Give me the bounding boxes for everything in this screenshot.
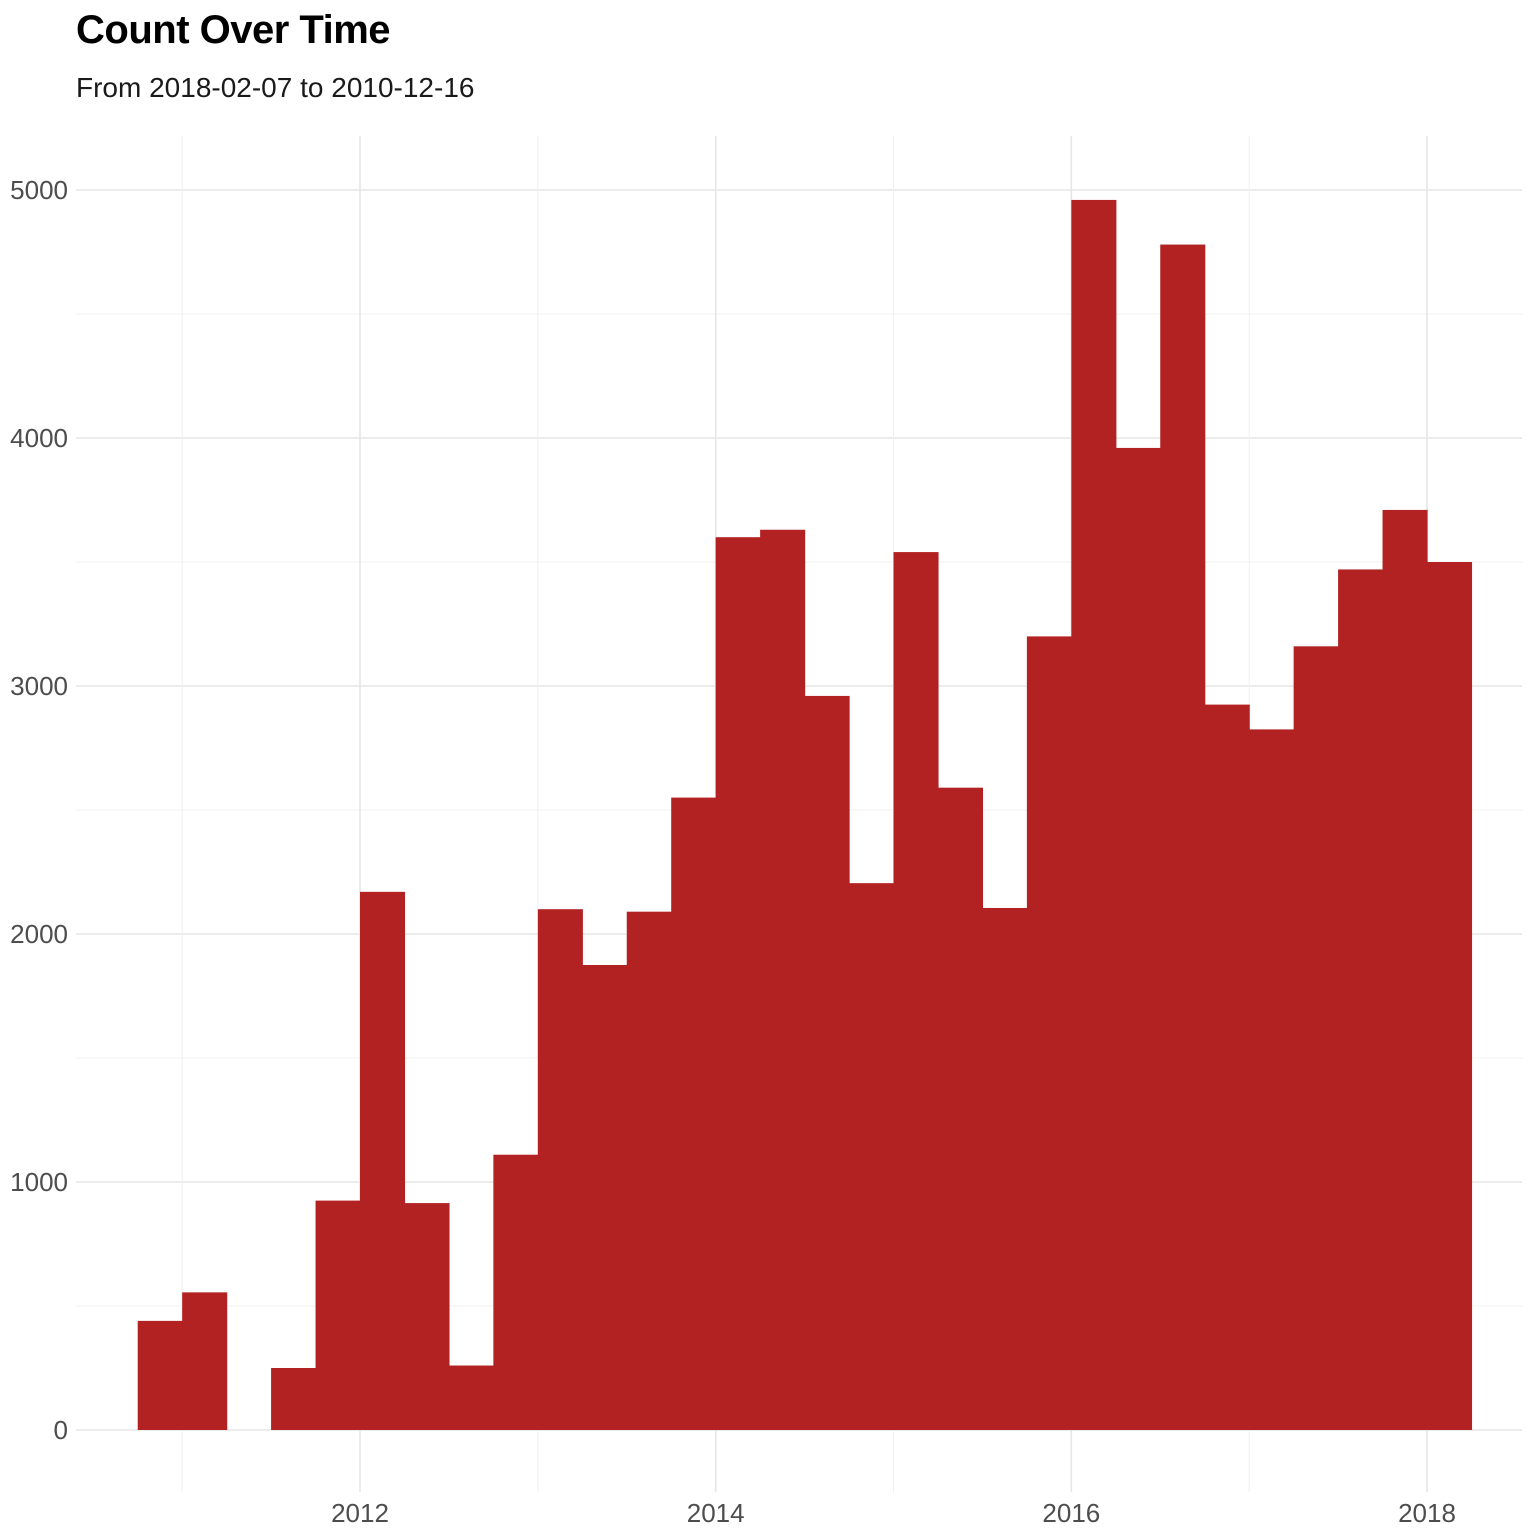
histogram-bar <box>1071 199 1117 1430</box>
histogram-bar <box>137 1320 183 1430</box>
histogram-bar <box>182 1292 228 1430</box>
y-tick-label: 3000 <box>10 671 68 701</box>
y-tick-label: 5000 <box>10 175 68 205</box>
x-tick-label: 2014 <box>687 1498 745 1528</box>
histogram-bar <box>893 552 939 1430</box>
histogram-bar <box>1160 244 1206 1430</box>
histogram-bar <box>493 1154 539 1430</box>
histogram-bar <box>937 787 984 1430</box>
histogram-bar <box>537 909 583 1430</box>
chart-subtitle: From 2018-02-07 to 2010-12-16 <box>76 72 475 103</box>
histogram-bar <box>404 1203 450 1430</box>
histogram-bar <box>315 1200 361 1430</box>
histogram-bar <box>448 1365 494 1430</box>
histogram-bar <box>1382 509 1428 1430</box>
histogram-bar <box>804 695 850 1430</box>
histogram-bar <box>626 911 672 1430</box>
chart-title: Count Over Time <box>76 8 391 52</box>
y-tick-label: 1000 <box>10 1167 68 1197</box>
x-tick-label: 2016 <box>1042 1498 1100 1528</box>
histogram-bar <box>849 883 895 1430</box>
histogram-bar <box>582 965 628 1430</box>
x-tick-label: 2018 <box>1398 1498 1456 1528</box>
histogram-bar <box>1427 562 1473 1430</box>
histogram-bar <box>760 529 806 1430</box>
histogram-bar <box>1293 646 1339 1430</box>
histogram-bar <box>1204 704 1250 1430</box>
histogram-bar <box>715 537 761 1430</box>
histogram-bar <box>271 1368 317 1430</box>
x-tick-label: 2012 <box>331 1498 389 1528</box>
x-axis-ticks: 2012 2014 2016 2018 <box>331 1498 1456 1528</box>
histogram-bar <box>1338 569 1384 1430</box>
y-tick-label: 0 <box>54 1415 68 1445</box>
y-tick-label: 2000 <box>10 919 68 949</box>
y-axis-ticks: 0 1000 2000 3000 4000 5000 <box>10 175 68 1445</box>
histogram-bar <box>1026 636 1072 1430</box>
y-tick-label: 4000 <box>10 423 68 453</box>
histogram-bar <box>1249 729 1295 1430</box>
histogram-bar <box>360 891 406 1430</box>
bars <box>137 199 1473 1430</box>
histogram-bar <box>1115 447 1161 1430</box>
histogram-bar <box>671 797 717 1430</box>
histogram-bar <box>982 907 1028 1430</box>
